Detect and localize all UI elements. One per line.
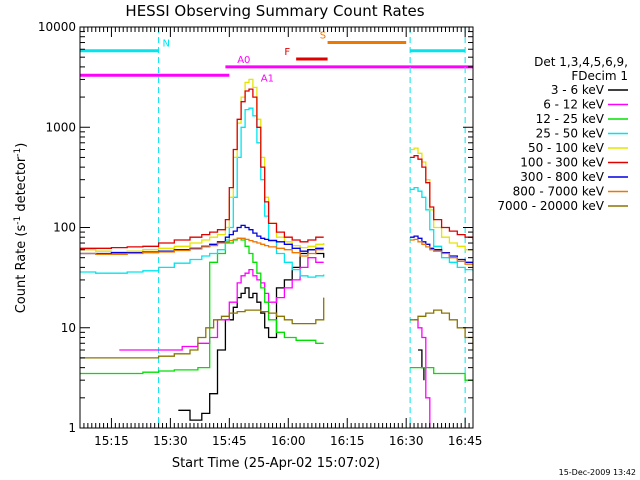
x-tick-label-3: 16:00 <box>271 434 306 448</box>
y-axis: 1 10 100 1000 10000 <box>38 20 473 435</box>
timestamp: 15-Dec-2009 13:42 <box>559 468 636 477</box>
series-line-0-0 <box>178 249 325 421</box>
series-line-5-0 <box>80 88 324 249</box>
y-label-sup1: -1 <box>13 216 23 225</box>
x-tick-label-6: 16:45 <box>448 434 483 448</box>
series-line-7-1 <box>410 238 473 268</box>
series-line-4-0 <box>80 78 325 253</box>
legend-label-2: 12 - 25 keV <box>536 112 605 126</box>
y-label-part3: ) <box>14 143 29 148</box>
data-series <box>80 78 473 428</box>
y-tick-label-1: 10 <box>61 321 76 335</box>
legend-label-0: 3 - 6 keV <box>551 83 605 97</box>
series-line-2-0 <box>80 237 324 375</box>
chart-title: HESSI Observing Summary Count Rates <box>125 2 424 20</box>
legend-label-4: 50 - 100 keV <box>528 141 605 155</box>
y-tick-label-0: 1 <box>68 421 76 435</box>
legend-label-7: 800 - 7000 keV <box>513 185 605 199</box>
y-tick-label-3: 1000 <box>45 120 76 134</box>
legend-label-8: 7000 - 20000 keV <box>497 199 604 213</box>
x-axis-label: Start Time (25-Apr-02 15:07:02) <box>172 456 380 471</box>
x-tick-label-1: 15:30 <box>153 434 188 448</box>
y-label-part2: detector <box>14 156 29 216</box>
legend-header-line2: FDecim 1 <box>571 69 628 83</box>
x-tick-label-2: 15:45 <box>212 434 247 448</box>
x-axis: 15:15 15:30 15:45 16:00 16:15 16:30 16:45 <box>79 27 483 448</box>
vertical-markers <box>79 27 466 428</box>
series-line-4-1 <box>410 147 473 251</box>
legend-label-6: 300 - 800 keV <box>520 170 604 184</box>
y-tick-label-4: 10000 <box>38 20 76 34</box>
flag-label-A0: A0 <box>237 55 250 66</box>
legend-label-5: 100 - 300 keV <box>520 156 604 170</box>
series-line-6-1 <box>410 235 473 266</box>
x-tick-label-0: 15:15 <box>94 434 129 448</box>
series-line-0-1 <box>418 349 425 381</box>
series-line-7-0 <box>80 237 324 257</box>
series-line-3-1 <box>410 186 473 271</box>
series-line-1-1 <box>414 319 431 428</box>
series-line-1-0 <box>119 257 324 351</box>
flag-label-F: F <box>284 47 290 58</box>
flag-label-A1: A1 <box>261 73 274 84</box>
series-line-8-0 <box>80 297 325 359</box>
series-line-5-1 <box>410 155 473 240</box>
flag-label-N: N <box>163 39 170 50</box>
legend-label-3: 25 - 50 keV <box>536 127 605 141</box>
flag-bars: N S F A0 A1 <box>80 31 473 84</box>
series-line-8-1 <box>410 309 473 350</box>
y-tick-label-2: 100 <box>53 221 76 235</box>
flag-label-S: S <box>320 31 326 42</box>
x-tick-label-5: 16:30 <box>389 434 424 448</box>
y-label-part1: Count Rate (s <box>14 225 29 314</box>
x-tick-label-4: 16:15 <box>330 434 365 448</box>
legend-header-line1: Det 1,3,4,5,6,9, <box>534 55 628 69</box>
y-label-sup2: -1 <box>13 148 23 157</box>
series-line-2-1 <box>410 366 473 381</box>
legend-label-1: 6 - 12 keV <box>543 98 605 112</box>
y-axis-label: Count Rate (s-1 detector-1) <box>13 143 29 314</box>
series-line-3-0 <box>80 107 325 278</box>
